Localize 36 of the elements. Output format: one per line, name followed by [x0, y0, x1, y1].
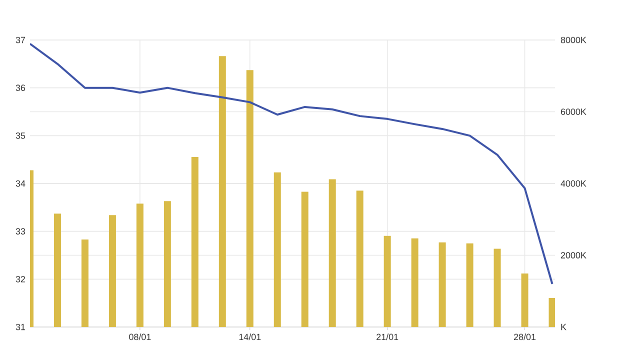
bar: [81, 239, 88, 327]
bar: [494, 248, 501, 327]
y-tick-label: 34: [16, 180, 26, 187]
bar: [328, 179, 336, 327]
y2-tick-label: 2000K: [560, 252, 586, 258]
bar: [384, 236, 391, 327]
bar: [356, 190, 364, 327]
y2-tick-label: K: [561, 324, 566, 330]
y2-tick-label: 8000K: [560, 36, 586, 44]
bar: [246, 70, 254, 327]
bar: [548, 298, 556, 327]
y-tick-label: 31: [16, 324, 26, 330]
bar: [191, 156, 198, 327]
bar: [466, 243, 474, 327]
y-tick-label: 36: [16, 84, 26, 92]
x-tick-label: 21/01: [376, 334, 398, 340]
bar: [164, 201, 171, 327]
line-series: [30, 42, 554, 285]
bar: [136, 204, 144, 327]
bar: [411, 238, 418, 327]
bar: [301, 192, 308, 327]
bar: [521, 274, 528, 327]
bar: [218, 56, 226, 327]
y-tick-label: 37: [16, 36, 26, 44]
y-tick-label: 35: [16, 132, 26, 139]
x-tick-label: 14/01: [239, 334, 261, 340]
bar: [274, 172, 281, 327]
y2-tick-label: 4000K: [560, 180, 586, 187]
bar: [438, 242, 446, 327]
y2-tick-label: 6000K: [560, 108, 586, 115]
y-tick-label: 33: [16, 228, 26, 235]
y-tick-label: 32: [16, 276, 26, 282]
x-tick-label: 28/01: [514, 334, 536, 340]
bar: [108, 215, 116, 327]
x-tick-label: 08/01: [129, 334, 151, 340]
bar: [54, 214, 61, 327]
